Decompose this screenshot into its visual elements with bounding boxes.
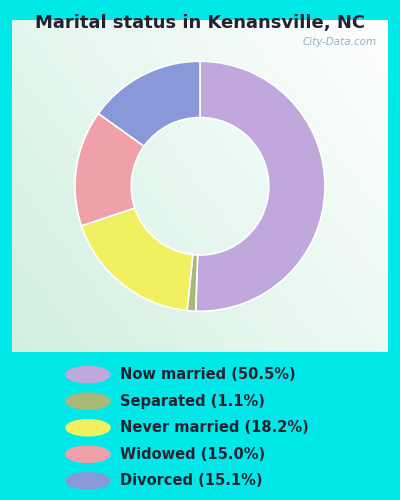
Wedge shape	[75, 114, 144, 226]
Circle shape	[66, 472, 110, 489]
Circle shape	[66, 420, 110, 436]
Text: Now married (50.5%): Now married (50.5%)	[120, 367, 296, 382]
Text: Divorced (15.1%): Divorced (15.1%)	[120, 474, 262, 488]
Text: Separated (1.1%): Separated (1.1%)	[120, 394, 265, 408]
Text: Widowed (15.0%): Widowed (15.0%)	[120, 447, 265, 462]
Circle shape	[66, 446, 110, 462]
Wedge shape	[196, 61, 325, 311]
Text: City-Data.com: City-Data.com	[302, 36, 377, 46]
Wedge shape	[82, 208, 193, 310]
Wedge shape	[187, 254, 198, 311]
Wedge shape	[98, 61, 200, 146]
Text: Never married (18.2%): Never married (18.2%)	[120, 420, 309, 435]
Circle shape	[66, 393, 110, 409]
Text: Marital status in Kenansville, NC: Marital status in Kenansville, NC	[35, 14, 365, 32]
Circle shape	[66, 366, 110, 382]
